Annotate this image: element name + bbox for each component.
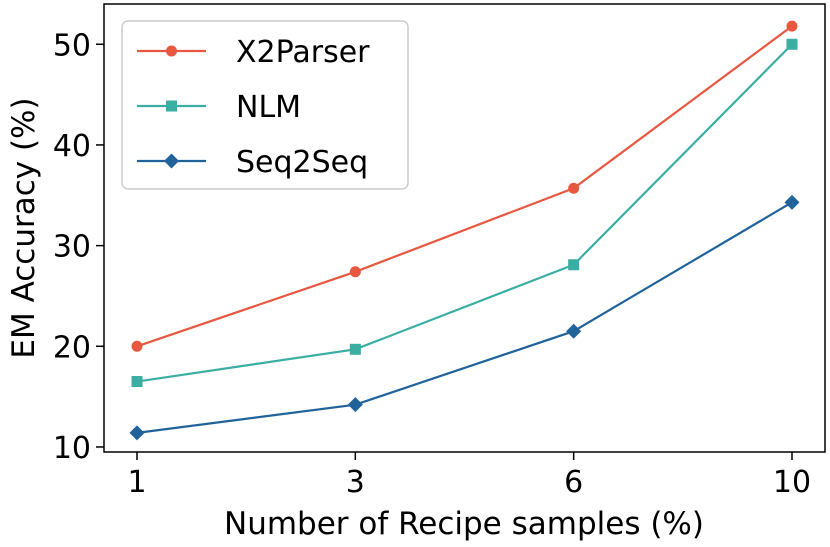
data-point-nlm — [131, 376, 143, 388]
series-line-seq2seq — [136, 201, 793, 434]
legend-marker-x2parser — [166, 45, 177, 57]
legend-label-nlm: NLM — [236, 90, 301, 125]
data-point-x2parser — [568, 182, 580, 194]
series-seq2seq — [129, 194, 800, 441]
y-tick-label: 50 — [53, 28, 91, 63]
axis-ticks: 1 3 6 10 10 20 30 40 50 — [53, 28, 811, 500]
y-tick-label: 20 — [53, 330, 91, 365]
legend-label-x2parser: X2Parser — [236, 35, 370, 70]
data-point-seq2seq — [784, 194, 800, 210]
legend-box — [121, 20, 409, 190]
legend: X2Parser NLM Seq2Seq — [121, 20, 409, 190]
x-tick-label: 1 — [127, 465, 146, 500]
data-point-nlm — [349, 343, 361, 355]
y-tick-label: 40 — [53, 129, 91, 164]
x-tick-label: 10 — [773, 465, 811, 500]
legend-item-seq2seq: Seq2Seq — [137, 145, 368, 180]
data-point-seq2seq — [566, 323, 582, 339]
legend-item-x2parser: X2Parser — [137, 35, 370, 70]
y-axis-title: EM Accuracy (%) — [6, 97, 42, 358]
y-tick-label: 30 — [53, 230, 91, 265]
series-line-nlm — [136, 43, 793, 383]
series-layer — [129, 20, 800, 441]
data-point-x2parser — [131, 340, 143, 352]
legend-marker-seq2seq — [164, 153, 179, 169]
legend-marker-nlm — [166, 100, 177, 112]
data-point-nlm — [568, 259, 580, 271]
data-point-x2parser — [349, 266, 361, 278]
plot-area — [103, 3, 826, 453]
legend-item-nlm: NLM — [137, 90, 301, 125]
plot-frame — [103, 3, 826, 453]
y-tick-label: 10 — [53, 431, 91, 466]
legend-label-seq2seq: Seq2Seq — [236, 145, 368, 180]
x-tick-label: 6 — [564, 465, 583, 500]
data-point-x2parser — [786, 20, 798, 32]
data-point-seq2seq — [129, 425, 145, 441]
data-point-nlm — [786, 38, 798, 50]
x-axis-title: Number of Recipe samples (%) — [224, 506, 704, 542]
data-point-seq2seq — [347, 397, 363, 413]
series-line-x2parser — [136, 25, 793, 348]
series-x2parser — [131, 20, 798, 352]
series-nlm — [131, 38, 798, 388]
x-tick-label: 3 — [346, 465, 365, 500]
